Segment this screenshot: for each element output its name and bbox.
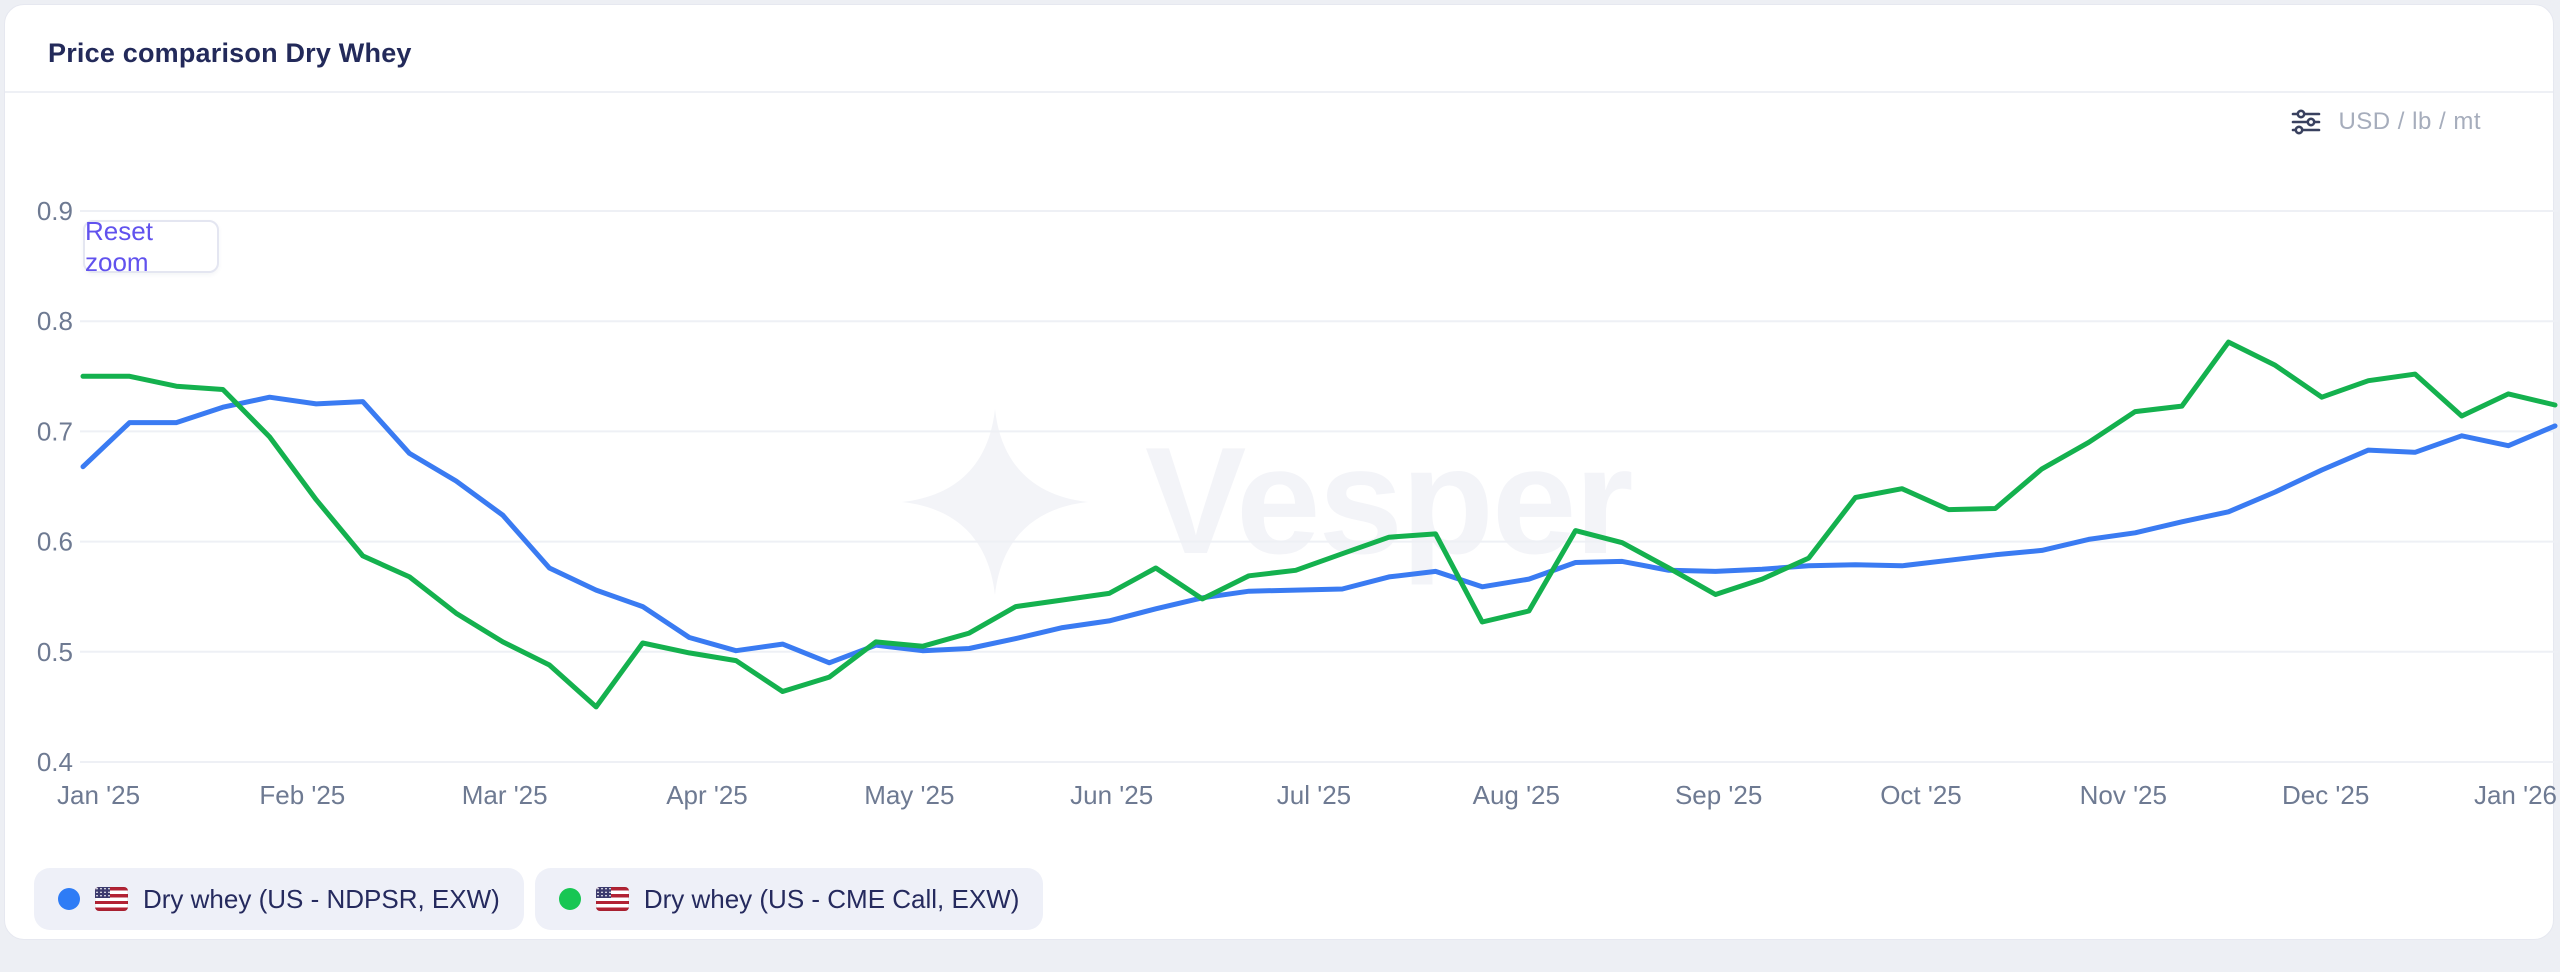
vesper-watermark-text: Vesper	[1145, 416, 1632, 586]
chart-title: Price comparison Dry Whey	[48, 38, 412, 68]
us-flag-icon	[595, 887, 629, 911]
y-axis-tick-label: 0.7	[37, 416, 73, 446]
chart-card: Price comparison Dry Whey USD / lb / mt …	[4, 4, 2558, 940]
x-axis-tick-label: Dec '25	[2282, 780, 2369, 810]
cme-call-price-line[interactable]	[80, 339, 2558, 710]
x-axis-tick-label: Sep '25	[1675, 780, 1762, 810]
y-axis-tick-label: 0.8	[37, 306, 73, 336]
chart-legend: Dry whey (US - NDPSR, EXW) Dry whey (US …	[34, 868, 1044, 930]
x-axis-tick-label: Mar '25	[462, 780, 548, 810]
reset-zoom-label: Reset zoom	[85, 215, 153, 277]
x-axis-tick-label: Feb '25	[259, 780, 345, 810]
blue-series-dot-icon	[58, 888, 80, 910]
legend-label: Dry whey (US - CME Call, EXW)	[643, 883, 1020, 914]
x-axis-tick-label: Aug '25	[1473, 780, 1560, 810]
unit-selector[interactable]: USD / lb / mt	[2290, 103, 2481, 141]
x-axis-tick-label: Jul '25	[1277, 780, 1351, 810]
x-axis-tick-label: Oct '25	[1880, 780, 1962, 810]
legend-item-cme-call[interactable]: Dry whey (US - CME Call, EXW)	[534, 868, 1044, 930]
y-axis-tick-label: 0.9	[37, 196, 73, 226]
x-axis-tick-label: Nov '25	[2080, 780, 2167, 810]
x-axis-tick-label: Apr '25	[666, 780, 748, 810]
unit-label[interactable]: USD / lb / mt	[2338, 108, 2481, 135]
reset-zoom-button[interactable]: Reset zoom	[83, 216, 219, 277]
header-divider	[5, 91, 2553, 93]
x-axis-tick-label: Jan '26	[2474, 780, 2557, 810]
x-axis-tick-label: Jun '25	[1070, 780, 1153, 810]
y-axis-tick-label: 0.6	[37, 527, 73, 557]
y-axis-tick-label: 0.5	[37, 637, 73, 667]
x-axis-tick-label: Jan '25	[57, 780, 140, 810]
sliders-filter-icon[interactable]	[2290, 106, 2322, 138]
x-axis-tick-label: May '25	[864, 780, 954, 810]
legend-label: Dry whey (US - NDPSR, EXW)	[143, 883, 500, 914]
green-series-dot-icon	[558, 888, 581, 910]
ndpsr-price-line[interactable]	[80, 394, 2558, 666]
vesper-sparkle-watermark-icon	[902, 409, 1088, 595]
y-axis-tick-label: 0.4	[37, 747, 73, 777]
legend-item-ndpsr[interactable]: Dry whey (US - NDPSR, EXW)	[34, 868, 524, 930]
us-flag-icon	[95, 887, 128, 911]
